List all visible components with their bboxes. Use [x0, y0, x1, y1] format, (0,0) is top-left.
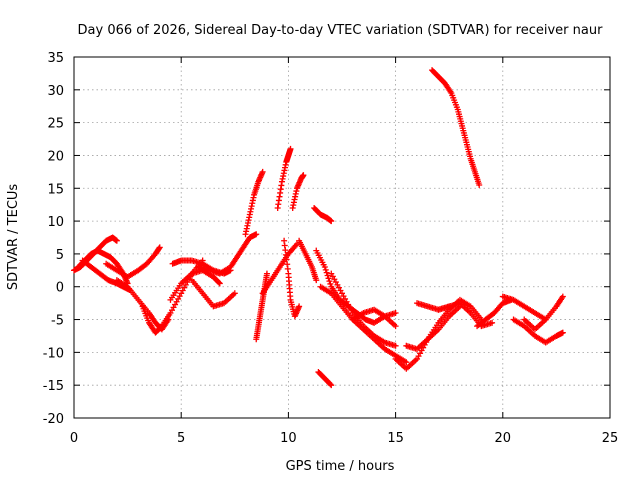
y-axis-label: SDTVAR / TECUs: [6, 184, 21, 291]
series-track-13: [259, 241, 300, 297]
data-point: [559, 329, 566, 336]
axis-ticks: 0 5 10 15 20 25 -20 -15 -10 -5 0 5 10 15 20 25 30 35: [43, 51, 619, 446]
data-point: [559, 293, 566, 300]
data-point: [326, 278, 333, 285]
data-point: [392, 342, 399, 349]
data-point: [313, 277, 320, 284]
x-tick-label: 5: [177, 431, 185, 446]
data-point: [300, 172, 307, 179]
data-point: [263, 270, 270, 277]
data-point: [156, 244, 163, 251]
series-track-20: [317, 283, 410, 366]
data-point: [403, 359, 410, 366]
data-point: [323, 269, 330, 276]
data-point: [324, 272, 331, 279]
x-tick-label: 10: [280, 431, 297, 446]
series-track-08: [167, 267, 223, 303]
y-tick-label: -20: [43, 412, 64, 427]
y-tick-label: -5: [51, 314, 64, 329]
x-tick-label: 0: [70, 431, 78, 446]
data-point: [296, 303, 303, 310]
series-track-24: [392, 296, 485, 372]
data-point: [287, 145, 294, 152]
series-track-29: [474, 296, 515, 330]
series-track-25: [403, 303, 463, 353]
series-track-12: [253, 270, 270, 343]
data-points: [71, 67, 566, 389]
x-tick-label: 20: [495, 431, 512, 446]
data-point: [113, 237, 120, 244]
data-point: [328, 218, 335, 225]
series-track-06: [139, 257, 206, 336]
y-tick-label: -10: [43, 346, 64, 361]
data-point: [321, 264, 328, 271]
chart-title: Day 066 of 2026, Sidereal Day-to-day VTE…: [78, 23, 604, 38]
data-point: [476, 181, 483, 188]
data-point: [392, 309, 399, 316]
data-point: [231, 290, 238, 297]
series-track-04: [103, 244, 163, 280]
series-track-21: [315, 369, 335, 389]
y-tick-label: 10: [47, 215, 64, 230]
data-point: [392, 323, 399, 330]
series-track-10: [195, 231, 260, 277]
series-track-09: [188, 277, 238, 310]
data-point: [253, 231, 260, 238]
series-track-22: [328, 270, 399, 349]
series-track-28: [429, 67, 483, 188]
x-axis-label: GPS time / hours: [286, 459, 395, 474]
series-track-32: [521, 293, 566, 333]
series-track-14: [274, 145, 294, 211]
x-tick-label: 25: [602, 431, 619, 446]
data-point: [327, 280, 334, 287]
series-track-17: [296, 237, 320, 284]
series-track-23: [349, 306, 399, 330]
series-track-16: [289, 172, 307, 211]
data-point: [489, 319, 496, 326]
y-tick-label: 5: [56, 248, 64, 263]
data-point: [322, 266, 329, 273]
data-point: [327, 381, 334, 388]
data-point: [328, 382, 335, 389]
series-track-31: [510, 316, 566, 346]
y-tick-label: 35: [47, 51, 64, 66]
y-tick-label: 20: [47, 149, 64, 164]
y-tick-label: 15: [47, 182, 64, 197]
series-track-30: [499, 293, 549, 323]
data-point: [216, 280, 223, 287]
y-tick-label: 30: [47, 84, 64, 99]
plot-frame: [73, 56, 611, 419]
series-track-15: [281, 237, 303, 320]
data-point: [215, 279, 222, 286]
y-tick-label: 25: [47, 117, 64, 132]
y-tick-label: -15: [43, 379, 64, 394]
grid-lines: [74, 57, 610, 418]
series-track-18: [311, 204, 335, 225]
series-track-11: [242, 168, 266, 238]
y-tick-label: 0: [56, 281, 64, 296]
data-point: [259, 168, 266, 175]
x-tick-label: 15: [387, 431, 404, 446]
data-point: [325, 275, 332, 282]
